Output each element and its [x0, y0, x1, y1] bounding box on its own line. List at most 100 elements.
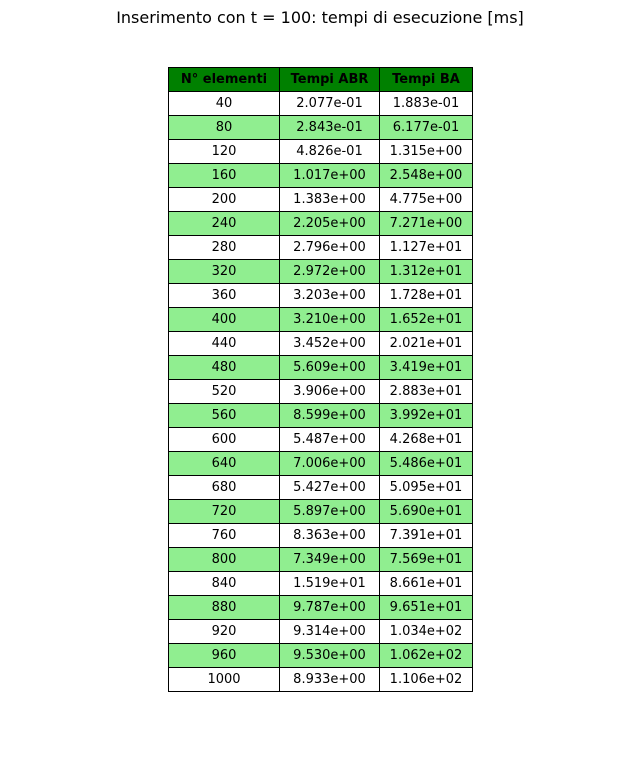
execution-times-table: N° elementi Tempi ABR Tempi BA 40 2.077e-…: [168, 67, 473, 692]
table-cell: 1000: [169, 668, 280, 692]
table-cell: 9.787e+00: [280, 596, 380, 620]
table-cell: 2.972e+00: [280, 260, 380, 284]
table-cell: 3.906e+00: [280, 380, 380, 404]
table-row: 200 1.383e+00 4.775e+00: [169, 188, 473, 212]
table-row: 600 5.487e+00 4.268e+01: [169, 428, 473, 452]
table-row: 800 7.349e+00 7.569e+01: [169, 548, 473, 572]
table-row: 960 9.530e+00 1.062e+02: [169, 644, 473, 668]
table-row: 360 3.203e+00 1.728e+01: [169, 284, 473, 308]
table-cell: 2.796e+00: [280, 236, 380, 260]
table-cell: 1.652e+01: [380, 308, 473, 332]
table-cell: 9.651e+01: [380, 596, 473, 620]
table-cell: 5.486e+01: [380, 452, 473, 476]
table-row: 400 3.210e+00 1.652e+01: [169, 308, 473, 332]
table-row: 760 8.363e+00 7.391e+01: [169, 524, 473, 548]
table-cell: 2.205e+00: [280, 212, 380, 236]
table-cell: 480: [169, 356, 280, 380]
table-cell: 3.419e+01: [380, 356, 473, 380]
table-cell: 800: [169, 548, 280, 572]
table-cell: 400: [169, 308, 280, 332]
table-title: Inserimento con t = 100: tempi di esecuz…: [0, 8, 640, 27]
table-cell: 720: [169, 500, 280, 524]
table-cell: 5.487e+00: [280, 428, 380, 452]
table-row: 240 2.205e+00 7.271e+00: [169, 212, 473, 236]
table-row: 280 2.796e+00 1.127e+01: [169, 236, 473, 260]
table-body: 40 2.077e-01 1.883e-01 80 2.843e-01 6.177e-01…: [169, 92, 473, 692]
table-cell: 2.548e+00: [380, 164, 473, 188]
table-cell: 520: [169, 380, 280, 404]
table-cell: 5.095e+01: [380, 476, 473, 500]
table-cell: 7.271e+00: [380, 212, 473, 236]
table-cell: 1.312e+01: [380, 260, 473, 284]
table-cell: 640: [169, 452, 280, 476]
table-cell: 4.826e-01: [280, 140, 380, 164]
table-row: 40 2.077e-01 1.883e-01: [169, 92, 473, 116]
table-row: 480 5.609e+00 3.419e+01: [169, 356, 473, 380]
table-cell: 8.363e+00: [280, 524, 380, 548]
table-cell: 2.843e-01: [280, 116, 380, 140]
table-cell: 1.017e+00: [280, 164, 380, 188]
table-cell: 840: [169, 572, 280, 596]
table-cell: 320: [169, 260, 280, 284]
table-cell: 1.106e+02: [380, 668, 473, 692]
column-header: Tempi ABR: [280, 68, 380, 92]
table-cell: 120: [169, 140, 280, 164]
table-cell: 1.062e+02: [380, 644, 473, 668]
table-row: 640 7.006e+00 5.486e+01: [169, 452, 473, 476]
table-row: 560 8.599e+00 3.992e+01: [169, 404, 473, 428]
table-row: 440 3.452e+00 2.021e+01: [169, 332, 473, 356]
table-cell: 200: [169, 188, 280, 212]
table-cell: 240: [169, 212, 280, 236]
table-cell: 2.077e-01: [280, 92, 380, 116]
table-cell: 80: [169, 116, 280, 140]
table-cell: 960: [169, 644, 280, 668]
table-cell: 40: [169, 92, 280, 116]
table-row: 80 2.843e-01 6.177e-01: [169, 116, 473, 140]
table-cell: 5.609e+00: [280, 356, 380, 380]
table-cell: 920: [169, 620, 280, 644]
table-cell: 9.530e+00: [280, 644, 380, 668]
table-row: 160 1.017e+00 2.548e+00: [169, 164, 473, 188]
table-cell: 7.006e+00: [280, 452, 380, 476]
header-row: N° elementi Tempi ABR Tempi BA: [169, 68, 473, 92]
table-cell: 3.452e+00: [280, 332, 380, 356]
table-cell: 4.268e+01: [380, 428, 473, 452]
table-cell: 7.349e+00: [280, 548, 380, 572]
table-cell: 440: [169, 332, 280, 356]
table-cell: 5.690e+01: [380, 500, 473, 524]
column-header: N° elementi: [169, 68, 280, 92]
table-cell: 5.897e+00: [280, 500, 380, 524]
table-cell: 4.775e+00: [380, 188, 473, 212]
table-cell: 560: [169, 404, 280, 428]
table-cell: 1.127e+01: [380, 236, 473, 260]
table-cell: 1.519e+01: [280, 572, 380, 596]
table-cell: 160: [169, 164, 280, 188]
table-cell: 600: [169, 428, 280, 452]
table-cell: 880: [169, 596, 280, 620]
table-cell: 3.210e+00: [280, 308, 380, 332]
table-cell: 3.203e+00: [280, 284, 380, 308]
table-cell: 1.728e+01: [380, 284, 473, 308]
table-cell: 3.992e+01: [380, 404, 473, 428]
table-row: 880 9.787e+00 9.651e+01: [169, 596, 473, 620]
table-cell: 7.569e+01: [380, 548, 473, 572]
table-cell: 680: [169, 476, 280, 500]
table-cell: 2.021e+01: [380, 332, 473, 356]
table-cell: 7.391e+01: [380, 524, 473, 548]
table-row: 320 2.972e+00 1.312e+01: [169, 260, 473, 284]
table-cell: 1.034e+02: [380, 620, 473, 644]
table-cell: 2.883e+01: [380, 380, 473, 404]
table-cell: 360: [169, 284, 280, 308]
table-cell: 8.933e+00: [280, 668, 380, 692]
table-row: 520 3.906e+00 2.883e+01: [169, 380, 473, 404]
table-cell: 5.427e+00: [280, 476, 380, 500]
table-row: 920 9.314e+00 1.034e+02: [169, 620, 473, 644]
table-cell: 8.661e+01: [380, 572, 473, 596]
table-cell: 280: [169, 236, 280, 260]
table-row: 840 1.519e+01 8.661e+01: [169, 572, 473, 596]
table-cell: 8.599e+00: [280, 404, 380, 428]
table-cell: 760: [169, 524, 280, 548]
table-row: 680 5.427e+00 5.095e+01: [169, 476, 473, 500]
column-header: Tempi BA: [380, 68, 473, 92]
table-cell: 6.177e-01: [380, 116, 473, 140]
